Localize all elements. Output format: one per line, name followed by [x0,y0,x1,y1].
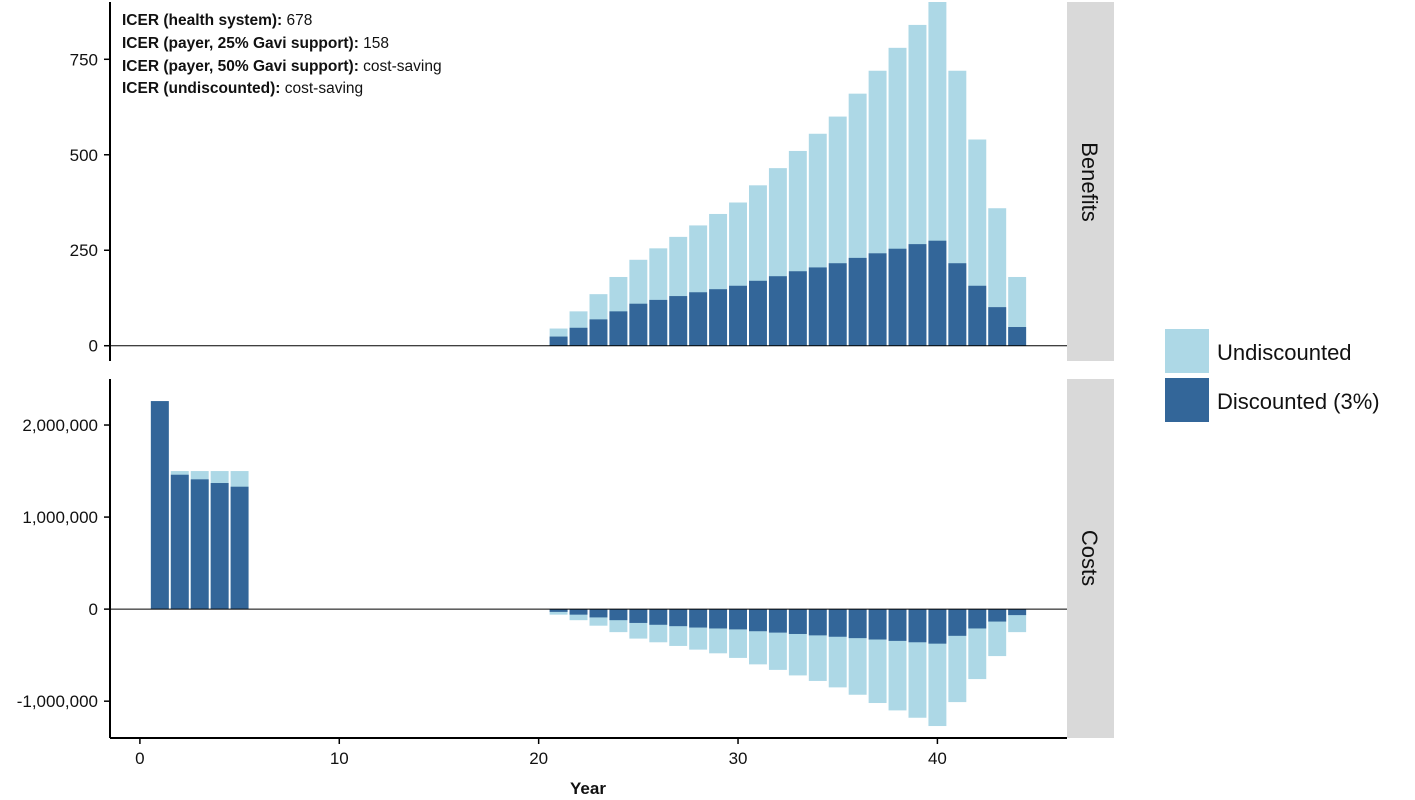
bar-costs-discounted-year-3 [190,479,209,610]
benefits-panel: 0 250 500 750 [70,2,1067,361]
costs-strip [1067,379,1114,738]
costs-y-tick-label: 1,000,000 [22,508,98,527]
bar-costs-discounted-year-30 [729,609,747,630]
bar-costs-discounted-year-23 [589,609,608,618]
benefits-y-tick-label: 500 [70,146,98,165]
bar-costs-discounted-year-42 [968,609,987,629]
bar-benefits-discounted-year-32 [768,276,787,346]
bar-costs-discounted-year-44 [1008,609,1027,616]
bar-benefits-discounted-year-44 [1008,327,1027,346]
bar-costs-discounted-year-35 [828,609,847,637]
icer-annotation-3: ICER (payer, 50% Gavi support): cost-sav… [122,58,442,75]
bar-costs-discounted-year-27 [669,609,688,627]
bar-costs-discounted-year-31 [749,609,767,632]
bar-costs-discounted-year-26 [649,609,668,625]
costs-y-tick-label: 2,000,000 [22,416,98,435]
bar-benefits-discounted-year-40 [928,240,947,346]
bar-benefits-discounted-year-42 [968,285,987,346]
bar-benefits-discounted-year-25 [629,303,648,346]
icer-annotation-4: ICER (undiscounted): cost-saving [122,80,363,97]
costs-y-tick-label: 0 [89,600,98,619]
bar-costs-discounted-year-1 [150,401,169,610]
legend-swatch-discounted [1165,378,1209,422]
x-axis: 0 10 20 30 40 [110,737,1067,768]
bar-costs-discounted-year-32 [768,609,787,633]
bar-benefits-discounted-year-38 [888,248,907,346]
x-tick-label: 30 [729,749,748,768]
icer-annotation-2: ICER (payer, 25% Gavi support): 158 [122,35,389,52]
bar-benefits-discounted-year-37 [868,253,887,346]
legend-swatch-undiscounted [1165,329,1209,373]
bar-benefits-discounted-year-30 [729,285,747,346]
bar-benefits-discounted-year-24 [609,311,628,346]
benefits-y-tick-label: 0 [89,337,98,356]
bar-costs-discounted-year-4 [210,483,229,610]
x-tick-label: 10 [330,749,349,768]
costs-panel: -1,000,000 0 1,000,000 2,000,000 [17,379,1067,738]
x-tick-label: 0 [135,749,144,768]
bar-costs-discounted-year-25 [629,609,648,623]
bar-costs-discounted-year-24 [609,609,628,621]
bar-benefits-discounted-year-28 [689,292,708,346]
legend-label-undiscounted: Undiscounted [1217,340,1352,365]
bar-costs-undiscounted-year-22 [569,609,588,621]
bar-benefits-discounted-year-29 [709,289,728,346]
bar-costs-discounted-year-39 [908,609,927,643]
bar-costs-discounted-year-38 [888,609,907,641]
benefits-strip-label: Benefits [1077,142,1102,222]
legend: Undiscounted Discounted (3%) [1165,329,1380,422]
benefits-y-tick-label: 750 [70,50,98,69]
costs-y-tick-label: -1,000,000 [17,692,98,711]
bar-costs-discounted-year-37 [868,609,887,640]
bar-costs-discounted-year-40 [928,609,947,644]
bar-costs-discounted-year-29 [709,609,728,629]
bar-costs-discounted-year-5 [230,486,249,610]
bar-costs-discounted-year-34 [808,609,827,636]
bar-benefits-discounted-year-27 [669,296,688,346]
bar-costs-discounted-year-2 [170,474,189,610]
bar-costs-discounted-year-36 [848,609,867,639]
bar-benefits-discounted-year-34 [808,267,827,346]
benefits-strip [1067,2,1114,361]
bar-benefits-discounted-year-26 [649,299,668,346]
bar-benefits-discounted-year-21 [549,336,568,346]
x-tick-label: 40 [928,749,947,768]
bar-costs-discounted-year-28 [689,609,708,628]
icer-annotation-1: ICER (health system): 678 [122,12,312,29]
bar-costs-discounted-year-41 [948,609,967,636]
bar-benefits-discounted-year-22 [569,327,588,346]
bar-costs-discounted-year-21 [549,609,568,612]
bar-benefits-discounted-year-36 [848,257,867,346]
bar-benefits-discounted-year-43 [988,307,1007,346]
costs-strip-label: Costs [1077,530,1102,586]
x-tick-label: 20 [529,749,548,768]
bar-benefits-discounted-year-23 [589,319,608,346]
bar-costs-discounted-year-33 [788,609,807,634]
bar-costs-discounted-year-22 [569,609,588,615]
legend-label-discounted: Discounted (3%) [1217,389,1380,414]
bar-benefits-discounted-year-39 [908,244,927,346]
benefits-y-tick-label: 250 [70,241,98,260]
bar-benefits-discounted-year-41 [948,263,967,346]
bar-benefits-discounted-year-31 [749,280,767,346]
bar-benefits-discounted-year-35 [828,263,847,346]
bar-costs-discounted-year-43 [988,609,1007,622]
x-axis-title: Year [570,779,606,798]
bar-benefits-discounted-year-33 [788,271,807,346]
